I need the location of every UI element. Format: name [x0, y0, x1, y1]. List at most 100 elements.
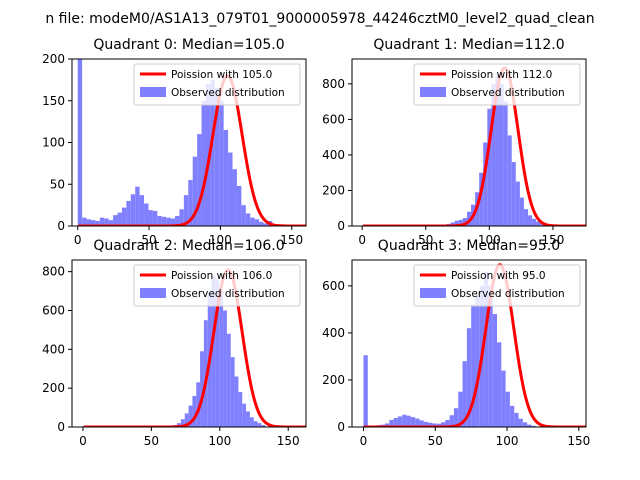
figure-suptitle: n file: modeM0/AS1A13_079T01_9000005978_… [45, 11, 594, 27]
histogram-bar [180, 419, 185, 427]
histogram-bar [152, 210, 158, 226]
legend-box [133, 264, 301, 307]
histogram-bar [230, 357, 235, 427]
histogram-bar [99, 217, 105, 226]
y-tick-label: 0 [57, 420, 65, 434]
legend-label-poisson: Poission with 112.0 [451, 69, 552, 81]
subplot-title: Quadrant 0: Median=105.0 [93, 37, 284, 53]
legend: Poission with 106.0 Observed distribution [133, 264, 301, 307]
legend: Poission with 95.0 Observed distribution [413, 264, 581, 307]
histogram-bar [436, 423, 442, 427]
subplot-title: Quadrant 3: Median=95.0 [378, 238, 560, 254]
legend: Poission with 105.0 Observed distribution [133, 63, 301, 106]
histogram-bar [507, 135, 512, 226]
legend-patch-swatch [140, 87, 166, 97]
y-tick-label: 800 [42, 265, 65, 279]
legend-label-observed: Observed distribution [451, 87, 565, 99]
histogram-bar [515, 181, 520, 226]
histogram-bar [523, 209, 529, 226]
y-tick-label: 400 [42, 342, 65, 356]
poisson-curve [82, 268, 306, 427]
histogram-bar [135, 186, 140, 226]
histogram-bar [192, 395, 197, 427]
histogram-bar [253, 421, 258, 427]
x-tick-label: 100 [478, 233, 501, 247]
histogram-bar [503, 101, 508, 226]
histogram-bar [501, 370, 506, 427]
histogram-bar [241, 205, 246, 226]
histogram-bar [531, 425, 536, 427]
histogram-bar [95, 220, 100, 226]
axes-frame [351, 259, 587, 428]
axes-frame [351, 58, 587, 227]
histogram-bar [487, 108, 492, 226]
histogram-bar [259, 221, 264, 226]
histogram-bar [385, 423, 390, 427]
histogram-bar [257, 423, 262, 427]
axes-frame [71, 259, 307, 428]
histogram-bar [90, 220, 96, 226]
y-tick-label: 400 [322, 326, 345, 340]
histogram-bar [454, 220, 459, 226]
histogram-bar [82, 217, 87, 226]
histogram-bar [389, 419, 394, 427]
histogram-bar [144, 203, 149, 226]
x-tick-label: 0 [79, 434, 87, 448]
histogram-bar [484, 271, 489, 427]
histogram-bar [492, 314, 497, 427]
histogram-bar [499, 83, 504, 226]
histogram-bar [462, 361, 467, 427]
y-tick-label: 150 [42, 94, 65, 108]
histogram-bar [234, 376, 239, 427]
legend-label-poisson: Poission with 105.0 [171, 69, 272, 81]
histogram-bar [197, 134, 202, 226]
histogram-bar [462, 218, 467, 226]
histogram-bar [511, 162, 516, 226]
histogram-bar [148, 210, 153, 226]
histogram-bar [393, 418, 398, 427]
histogram-bar [428, 422, 433, 427]
histogram-bar [441, 422, 446, 427]
histogram-bar [219, 291, 224, 427]
histogram-bar [117, 212, 122, 226]
histogram-bar [479, 172, 484, 226]
legend-label-observed: Observed distribution [451, 288, 565, 300]
x-tick-label: 150 [541, 233, 564, 247]
histogram-bar [458, 391, 463, 427]
subplot-title: Quadrant 1: Median=112.0 [373, 37, 564, 53]
histogram-bar [201, 100, 206, 226]
histogram-bar [432, 423, 437, 427]
legend-patch-swatch [420, 288, 446, 298]
legend-patch-swatch [140, 288, 166, 298]
legend-box [413, 63, 581, 106]
x-tick-label: 150 [280, 233, 303, 247]
histogram-bar [196, 382, 201, 427]
histogram-bar [214, 88, 220, 226]
x-tick-label: 100 [208, 434, 231, 448]
y-tick-label: 0 [337, 219, 345, 233]
histogram-bar [254, 219, 260, 226]
histogram-bar [223, 310, 227, 427]
histogram-bar [402, 414, 407, 427]
x-tick-label: 150 [567, 434, 590, 448]
histogram-bar [496, 342, 502, 427]
subplot-quadrant-2: 0 50 100 150 0 200 400 600 800 Quadrant 2: Median… [42, 238, 307, 448]
histogram-bar [210, 79, 215, 226]
y-tick-label: 200 [42, 381, 65, 395]
histogram-bar [232, 169, 237, 226]
histogram-bar [250, 217, 255, 226]
histogram-bar [238, 392, 243, 427]
plot-area [362, 263, 586, 427]
histogram-bar [175, 215, 180, 226]
histogram-bar [242, 403, 247, 427]
x-tick-label: 50 [418, 233, 433, 247]
histogram-bar [188, 180, 193, 226]
x-tick-label: 100 [496, 434, 519, 448]
histogram-bar [126, 200, 131, 226]
poisson-curve [362, 66, 586, 226]
histogram-bar [223, 129, 229, 226]
histogram-bar [236, 185, 242, 226]
histogram-bar [458, 219, 463, 226]
